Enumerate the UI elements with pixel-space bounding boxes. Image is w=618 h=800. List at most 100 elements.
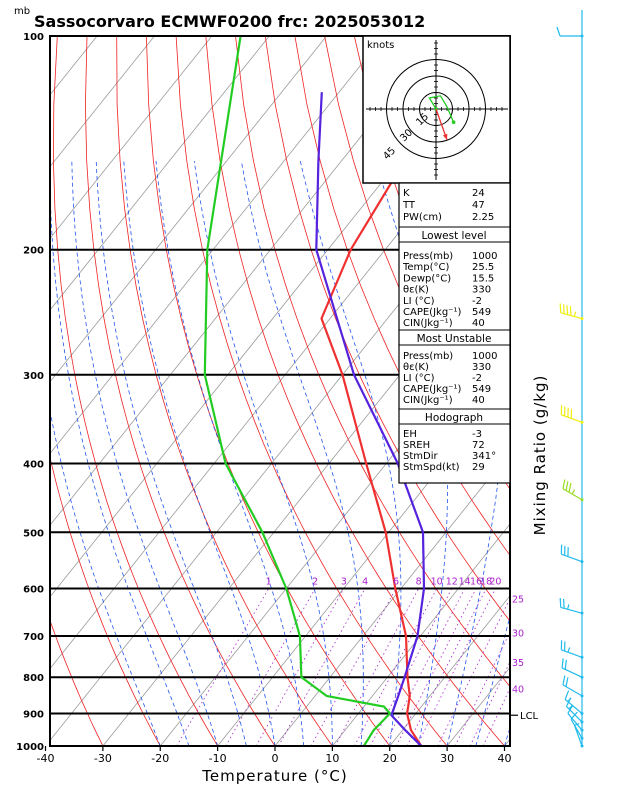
wind-barb-flag <box>556 26 561 37</box>
wind-barb-point <box>580 560 584 564</box>
pressure-tick-label: 600 <box>23 585 44 596</box>
pressure-tick-label: 800 <box>23 673 44 684</box>
pressure-tick-label: 500 <box>23 528 44 539</box>
parcel-profile <box>315 92 426 746</box>
wind-barb-flag <box>564 659 567 670</box>
wind-barb-point <box>580 611 584 615</box>
mixing-ratio-label: 30 <box>512 629 524 640</box>
isotherm-line <box>50 36 442 526</box>
dry-adiabat-line <box>50 619 104 746</box>
moist-adiabat-line <box>50 161 190 746</box>
storm-motion-arrowhead <box>442 133 448 140</box>
isotherm-line <box>50 36 327 383</box>
section-title-hodograph: Hodograph <box>425 412 483 424</box>
stat-label: EH <box>403 429 417 440</box>
mixing-ratio-line <box>310 588 397 746</box>
stats-panel: Lowest level Most Unstable Hodograph K 24… <box>398 182 511 484</box>
dry-adiabat-line <box>562 36 618 761</box>
wind-barb-half-flag <box>567 697 572 703</box>
stat-value: 25.5 <box>472 262 494 273</box>
moist-adiabat-line <box>50 408 161 746</box>
mixing-ratio-line <box>278 588 366 746</box>
isotherm-line <box>562 36 618 746</box>
dry-adiabat-line <box>205 36 506 746</box>
stat-value: 2.25 <box>472 212 494 223</box>
mixing-ratio-line <box>437 597 510 746</box>
stat-value: 40 <box>472 395 485 406</box>
mixing-ratio-label: 4 <box>362 577 368 588</box>
wind-barb-point <box>580 420 584 424</box>
stat-label: Press(mb) <box>403 251 453 262</box>
stat-label: θε(K) <box>403 285 429 296</box>
dry-adiabat-line <box>592 36 618 761</box>
hodograph-unit-label: knots <box>367 40 394 51</box>
isotherm-line <box>332 523 510 746</box>
mixing-ratio-line <box>454 631 510 746</box>
stat-value: 549 <box>472 384 491 395</box>
wind-barb <box>562 479 584 502</box>
moist-adiabat-line <box>240 160 364 746</box>
moist-adiabat-line <box>299 160 402 746</box>
stat-value: -2 <box>472 373 482 384</box>
stat-value: 72 <box>472 440 485 451</box>
stat-label: TT <box>402 200 416 211</box>
dewpoint-profile <box>203 36 391 746</box>
stat-label: StmSpd(kt) <box>403 462 460 473</box>
x-tick-label: -30 <box>94 752 112 765</box>
stat-label: CAPE(Jkg⁻¹) <box>403 307 461 318</box>
wind-barb <box>560 640 584 659</box>
wind-barb-shaft <box>561 667 583 678</box>
stat-label: Press(mb) <box>403 351 453 362</box>
mixing-ratio-label: 14 <box>459 577 471 588</box>
lcl-label: LCL <box>520 711 539 722</box>
wind-barb-shaft <box>560 606 583 614</box>
wind-barb <box>560 544 584 564</box>
wind-barb-flag <box>559 597 562 608</box>
dry-adiabat-line <box>50 455 161 746</box>
isotherm-line <box>50 36 213 240</box>
stat-label: CIN(Jkg⁻¹) <box>403 395 453 406</box>
mixing-ratio-label: 18 <box>480 577 492 588</box>
stat-label: PW(cm) <box>403 212 442 223</box>
wind-barb-flag <box>562 675 566 686</box>
wind-barb-shaft <box>561 414 583 423</box>
stat-label: θε(K) <box>403 362 429 373</box>
temperature-profile <box>320 36 489 746</box>
moist-adiabat-line <box>123 160 276 746</box>
wind-barb-flag <box>569 306 572 316</box>
wind-barb-point <box>580 498 584 502</box>
x-tick-label: 0 <box>272 752 279 765</box>
stat-value: 1000 <box>472 351 497 362</box>
wind-barb-flag <box>562 479 566 489</box>
hodo-wind-trace <box>428 95 455 123</box>
stat-value: 341° <box>472 451 496 462</box>
dry-adiabat-line <box>116 36 333 746</box>
wind-barb <box>562 675 584 698</box>
stat-value: 330 <box>472 285 491 296</box>
isotherm-line <box>102 236 510 746</box>
isotherm-line <box>50 36 385 455</box>
stat-value: 549 <box>472 307 491 318</box>
pressure-tick-label: 400 <box>23 460 44 471</box>
stat-label: LI (°C) <box>403 373 435 384</box>
wind-barb-shaft <box>573 725 583 747</box>
isotherm-line <box>389 595 510 746</box>
stat-value: 40 <box>472 318 485 329</box>
pressure-tick-label: 700 <box>23 632 44 643</box>
wind-barb-column <box>556 10 584 748</box>
hodograph: knots 15 30 45 <box>362 35 511 184</box>
x-tick-label: 20 <box>383 752 397 765</box>
pressure-tick-label: 900 <box>23 710 44 721</box>
wind-barb-shaft <box>561 553 583 563</box>
wind-barb-point <box>580 736 584 740</box>
x-tick-label: 40 <box>498 752 512 765</box>
wind-barb <box>560 405 584 424</box>
wind-barb-point <box>580 34 584 38</box>
stat-label: CAPE(Jkg⁻¹) <box>403 384 461 395</box>
pressure-unit-label: mb <box>14 6 30 17</box>
wind-barb-shaft <box>561 649 583 658</box>
isotherm-line <box>50 36 98 96</box>
dry-adiabat-line <box>84 36 276 746</box>
mixing-ratio-axis-label: Mixing Ratio (g/kg) <box>531 375 549 536</box>
